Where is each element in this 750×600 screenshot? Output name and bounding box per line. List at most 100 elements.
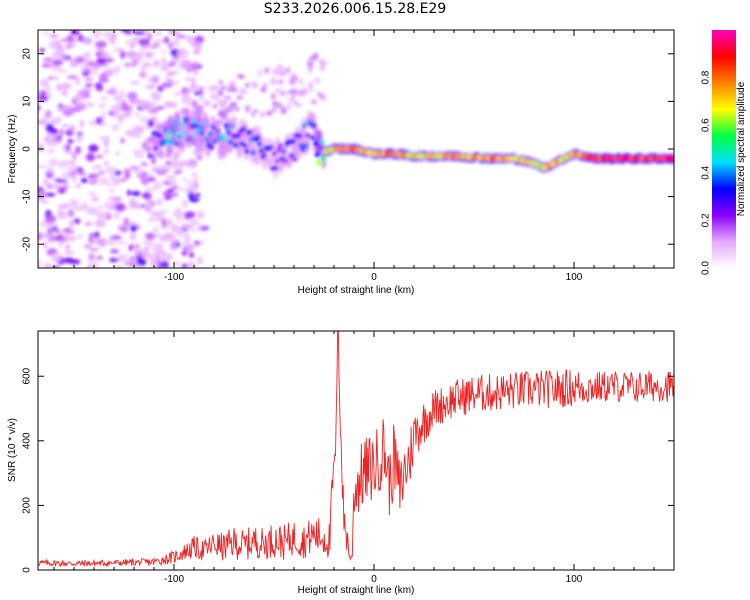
- spectrogram-cell: [38, 165, 48, 169]
- spectrogram-cell: [207, 85, 213, 92]
- spectrogram-cell: [80, 177, 89, 184]
- spectrogram-cell: [123, 111, 132, 118]
- spectrogram-cell: [39, 48, 46, 53]
- spectrogram-cell: [193, 123, 199, 129]
- spectrogram-cell: [136, 170, 143, 175]
- spectrogram-cell: [53, 49, 63, 58]
- spectrogram-cell: [140, 103, 146, 111]
- spectrogram-cell: [61, 38, 68, 42]
- spectrogram-cell: [40, 78, 50, 82]
- spectrogram-cell: [131, 243, 141, 249]
- spectrogram-cell: [170, 225, 182, 234]
- spectrogram-cell: [138, 71, 148, 79]
- spectrogram-cell: [64, 42, 74, 50]
- spectrogram-cell: [84, 82, 93, 88]
- spectrogram-cell: [190, 129, 198, 137]
- spectrogram-cell: [289, 73, 298, 80]
- spectrogram-cell: [181, 223, 194, 230]
- spectrogram-cell: [234, 106, 240, 112]
- spectrogram-cell: [191, 171, 199, 179]
- spectrogram-cell: [164, 101, 170, 107]
- spectrogram-cell: [119, 89, 125, 98]
- spectrogram-cell: [185, 135, 193, 141]
- spectrogram-cell: [178, 160, 188, 166]
- spectrogram-cell: [309, 135, 315, 141]
- spectrogram-cell: [88, 144, 99, 153]
- spectrogram-cell: [100, 96, 108, 101]
- spectrogram-cell: [139, 148, 147, 154]
- spectrogram-cell: [110, 235, 122, 241]
- colorbar-tick-label: 0.2: [701, 213, 712, 227]
- spectrogram-cell: [191, 41, 203, 48]
- spectrogram-cell: [244, 104, 251, 113]
- spectrogram-ylabel: Frequency (Hz): [7, 115, 18, 184]
- chart-title: S233.2026.006.15.28.E29: [263, 1, 447, 17]
- spectrogram-cell: [166, 188, 175, 192]
- spectrogram-cell: [174, 172, 179, 176]
- spectrogram-cell: [203, 100, 211, 108]
- spectrogram-cell: [222, 97, 229, 106]
- spectrogram-cell: [71, 163, 78, 172]
- spectrogram-cell: [107, 181, 112, 188]
- spectrogram-ytick-label: 20: [22, 48, 33, 60]
- spectrogram-cell: [95, 116, 103, 125]
- spectrogram-cell: [110, 240, 115, 246]
- spectrogram-cell: [46, 141, 57, 147]
- spectrogram-cell: [73, 218, 81, 225]
- spectrogram-cell: [164, 140, 170, 146]
- spectrogram-cell: [242, 89, 248, 94]
- spectrogram-cell: [255, 135, 261, 141]
- spectrogram-xtick-label: 100: [566, 272, 583, 283]
- spectrogram-cell: [54, 76, 59, 80]
- spectrogram-cell: [307, 61, 313, 69]
- spectrogram-cell: [66, 34, 74, 43]
- spectrogram-cell: [280, 106, 287, 115]
- spectrogram-cell: [215, 98, 223, 106]
- spectrogram-cell: [54, 45, 63, 50]
- spectrogram-cell: [103, 148, 109, 155]
- spectrogram-cell: [65, 143, 71, 152]
- spectrogram-cell: [193, 48, 201, 55]
- spectrogram-cell: [64, 227, 70, 233]
- spectrogram-cell: [103, 139, 110, 148]
- spectrogram-cell: [43, 192, 56, 197]
- snr-frame: [37, 330, 675, 571]
- spectrogram-cell: [198, 107, 204, 115]
- spectrogram-cell: [74, 93, 86, 102]
- spectrogram-cell: [132, 125, 144, 134]
- spectrogram-cell: [162, 83, 173, 87]
- spectrogram-cell: [61, 171, 72, 180]
- spectrogram-cell: [104, 161, 109, 166]
- spectrogram-cell: [131, 58, 137, 67]
- spectrogram-cell: [285, 67, 291, 72]
- spectrogram-cell: [111, 123, 120, 132]
- spectrogram-cell: [180, 129, 186, 135]
- spectrogram-cell: [41, 63, 51, 68]
- spectrogram-cell: [156, 106, 165, 110]
- spectrogram-cell: [61, 82, 70, 90]
- spectrogram-cell: [97, 204, 103, 211]
- spectrogram-cell: [205, 142, 211, 148]
- spectrogram-cell: [95, 154, 104, 158]
- spectrogram-cell: [99, 73, 108, 82]
- spectrogram-cell: [94, 231, 100, 239]
- spectrogram-cell: [218, 80, 224, 85]
- spectrogram-cell: [171, 157, 178, 167]
- spectrogram-cell: [209, 92, 217, 100]
- snr-xtick-label: 0: [371, 574, 377, 585]
- spectrogram-cell: [69, 198, 79, 208]
- spectrogram-cell: [118, 115, 124, 124]
- spectrogram-cell: [151, 243, 162, 253]
- spectrogram-cell: [46, 167, 55, 173]
- spectrogram-cell: [138, 38, 151, 46]
- spectrogram-cell: [186, 180, 196, 186]
- spectrogram-cell: [203, 121, 211, 129]
- snr-ylabel: SNR (10 * v/v): [7, 418, 18, 482]
- spectrogram-cell: [172, 120, 178, 126]
- spectrogram-cell: [144, 187, 157, 193]
- colorbar-tick-label: 0.6: [701, 118, 712, 132]
- spectrogram-cell: [114, 170, 122, 176]
- spectrogram-cell: [204, 136, 210, 142]
- spectrogram-cell: [104, 58, 115, 63]
- spectrogram-cell: [56, 177, 62, 184]
